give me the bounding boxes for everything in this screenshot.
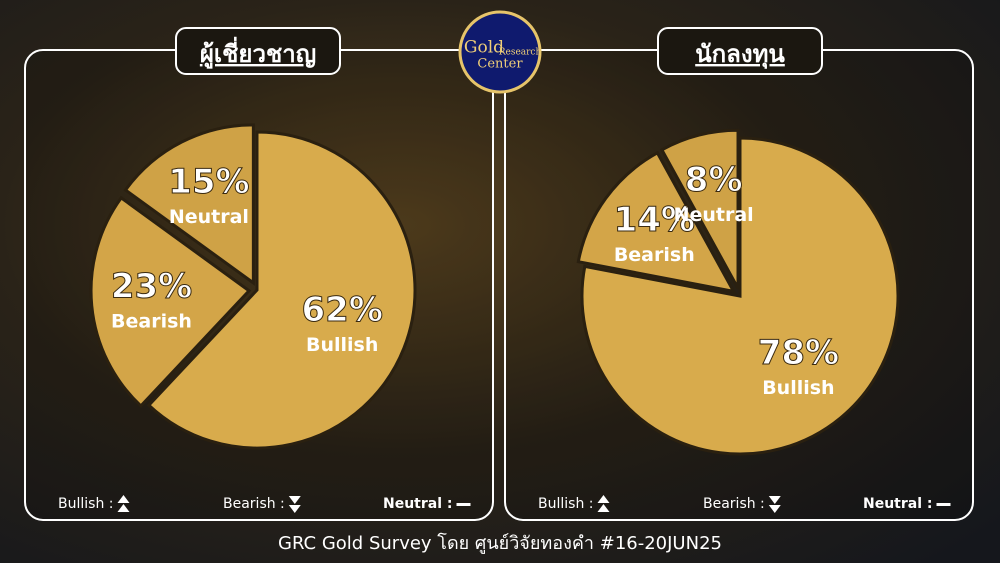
legend-icon (456, 503, 471, 506)
pie-slice (659, 128, 740, 289)
legend-label: Bearish : (703, 496, 765, 512)
category-label: Bullish (762, 377, 834, 399)
chart-title: นักลงทุน (695, 40, 785, 70)
title-tab (657, 27, 823, 75)
pie-slice (576, 150, 737, 294)
pie-slice (580, 136, 900, 456)
value-label: 62% (302, 290, 383, 330)
legend-icon (768, 496, 781, 513)
logo-badge (458, 10, 542, 94)
legend-icon (288, 496, 301, 513)
legend-icon (597, 495, 610, 512)
pie-slice (123, 123, 255, 286)
logo-text: Research (499, 48, 542, 58)
legend-icon (936, 503, 951, 506)
value-label: 78% (758, 333, 839, 373)
value-label: 8% (685, 160, 743, 200)
category-label: Neutral (674, 204, 754, 226)
pie-slice (89, 195, 252, 409)
footer: GRC Gold Survey โดย ศูนย์วิจัยทองคำ #16-… (278, 532, 722, 554)
category-label: Bearish (111, 310, 192, 332)
value-label: 14% (614, 200, 695, 240)
legend-label: Neutral : (863, 496, 933, 512)
legend-label: Neutral : (383, 496, 453, 512)
title-tab (175, 27, 341, 75)
category-label: Neutral (169, 206, 249, 228)
logo: Gold Research Center (458, 10, 542, 94)
logo-text: Center (477, 57, 523, 72)
category-label: Bearish (614, 244, 695, 266)
pie-slice (146, 130, 417, 450)
value-label: 23% (111, 266, 192, 306)
legend-label: Bullish : (58, 496, 113, 512)
legend-icon (117, 495, 130, 512)
legend-label: Bullish : (538, 496, 593, 512)
logo-text: Gold (464, 38, 504, 58)
chart-title: ผู้เชี่ยวชาญ (200, 36, 316, 69)
category-label: Bullish (306, 334, 378, 356)
value-label: 15% (168, 162, 249, 202)
legend-label: Bearish : (223, 496, 285, 512)
